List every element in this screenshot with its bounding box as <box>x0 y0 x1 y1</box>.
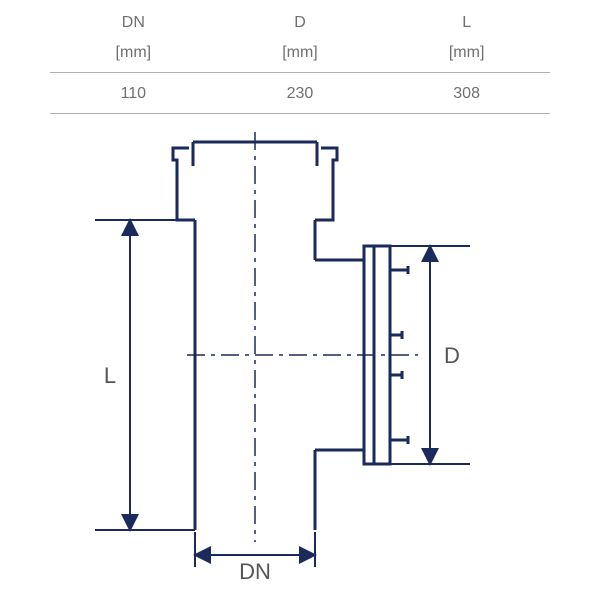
value-dn: 110 <box>51 85 216 103</box>
svg-text:DN: DN <box>239 559 271 584</box>
technical-drawing: L D DN <box>0 130 600 590</box>
unit-d: [mm] <box>217 44 382 62</box>
value-d: 230 <box>217 85 382 103</box>
col-header-dn: DN <box>51 14 216 32</box>
unit-l: [mm] <box>384 44 549 62</box>
col-header-l: L <box>384 14 549 32</box>
table-unit-row: [mm] [mm] [mm] <box>50 38 550 73</box>
table-data-row: 110 230 308 <box>50 75 550 114</box>
svg-text:L: L <box>104 363 116 388</box>
col-header-d: D <box>217 14 382 32</box>
svg-text:D: D <box>444 343 460 368</box>
unit-dn: [mm] <box>51 44 216 62</box>
table-header-row: DN D L <box>50 8 550 38</box>
value-l: 308 <box>384 85 549 103</box>
dimension-table: DN D L [mm] [mm] [mm] 110 230 308 <box>50 8 550 114</box>
